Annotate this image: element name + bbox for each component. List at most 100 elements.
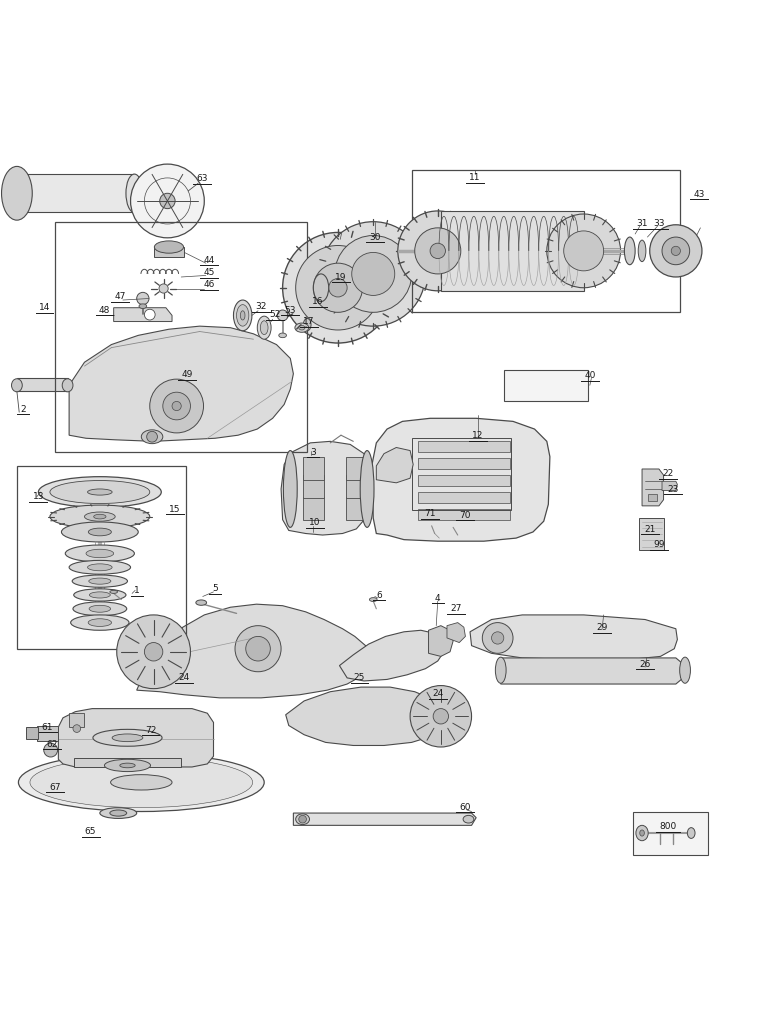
Ellipse shape: [638, 241, 646, 262]
Text: 3: 3: [310, 447, 316, 457]
Text: 46: 46: [204, 281, 214, 289]
Text: 25: 25: [354, 674, 365, 682]
Ellipse shape: [88, 564, 112, 570]
Polygon shape: [17, 174, 134, 213]
Polygon shape: [281, 441, 370, 535]
Bar: [633, 811, 708, 854]
Polygon shape: [346, 497, 367, 520]
Ellipse shape: [110, 590, 118, 593]
Text: 62: 62: [47, 739, 58, 749]
Text: 48: 48: [99, 305, 110, 314]
Text: 65: 65: [85, 827, 96, 836]
Circle shape: [415, 228, 461, 273]
Ellipse shape: [640, 829, 644, 836]
Text: 52: 52: [270, 310, 280, 319]
Ellipse shape: [62, 379, 73, 392]
Polygon shape: [17, 378, 68, 391]
Text: 26: 26: [640, 659, 650, 669]
Ellipse shape: [680, 657, 690, 683]
Ellipse shape: [93, 729, 162, 746]
Text: 30: 30: [369, 232, 380, 242]
Ellipse shape: [72, 575, 127, 588]
Text: 4: 4: [435, 594, 441, 602]
Polygon shape: [339, 631, 444, 681]
Ellipse shape: [624, 238, 635, 264]
Polygon shape: [501, 658, 685, 684]
Circle shape: [235, 626, 281, 672]
Ellipse shape: [154, 241, 184, 253]
Ellipse shape: [463, 815, 474, 823]
Ellipse shape: [369, 598, 377, 601]
Polygon shape: [114, 307, 172, 322]
Ellipse shape: [50, 480, 150, 504]
Polygon shape: [303, 457, 324, 479]
Ellipse shape: [295, 324, 309, 332]
Text: 70: 70: [460, 511, 471, 520]
Polygon shape: [154, 247, 184, 257]
Ellipse shape: [94, 514, 106, 519]
Ellipse shape: [299, 326, 305, 330]
Circle shape: [131, 164, 204, 238]
Ellipse shape: [89, 578, 111, 584]
Ellipse shape: [111, 774, 172, 791]
Ellipse shape: [141, 430, 163, 443]
Circle shape: [662, 238, 690, 264]
Text: 27: 27: [451, 604, 462, 613]
Circle shape: [299, 815, 306, 823]
Circle shape: [321, 221, 425, 326]
Circle shape: [650, 225, 702, 276]
Circle shape: [160, 194, 175, 209]
Ellipse shape: [8, 174, 25, 213]
Ellipse shape: [257, 316, 271, 339]
Circle shape: [137, 293, 149, 305]
Ellipse shape: [313, 273, 329, 301]
Polygon shape: [74, 758, 181, 767]
Text: 33: 33: [654, 219, 664, 228]
Text: 13: 13: [33, 493, 44, 502]
Text: 53: 53: [285, 305, 296, 314]
Text: 15: 15: [170, 505, 180, 514]
Ellipse shape: [61, 522, 138, 542]
Ellipse shape: [100, 808, 137, 818]
Text: 29: 29: [597, 623, 607, 632]
Ellipse shape: [2, 166, 32, 220]
Polygon shape: [429, 626, 453, 656]
Circle shape: [547, 214, 621, 288]
Circle shape: [482, 623, 513, 653]
Ellipse shape: [86, 549, 114, 558]
Ellipse shape: [88, 618, 111, 627]
Ellipse shape: [18, 754, 264, 811]
Bar: [418, 459, 510, 469]
Text: 40: 40: [584, 371, 595, 380]
Bar: [418, 475, 510, 485]
Circle shape: [73, 725, 81, 732]
Polygon shape: [447, 623, 465, 643]
Polygon shape: [441, 211, 584, 291]
Text: 61: 61: [42, 723, 53, 731]
Ellipse shape: [303, 318, 311, 331]
Text: 1: 1: [134, 586, 140, 595]
Text: 10: 10: [310, 518, 320, 527]
Ellipse shape: [260, 321, 268, 335]
Text: 49: 49: [182, 370, 193, 379]
Text: 63: 63: [197, 174, 207, 183]
Text: 800: 800: [660, 822, 677, 831]
Ellipse shape: [69, 560, 131, 574]
Text: 71: 71: [425, 509, 435, 518]
Ellipse shape: [360, 451, 374, 527]
Circle shape: [492, 632, 504, 644]
Circle shape: [144, 309, 155, 319]
Text: 6: 6: [376, 591, 382, 600]
Ellipse shape: [89, 605, 111, 612]
Text: 17: 17: [303, 317, 314, 326]
Text: 5: 5: [212, 585, 218, 594]
Text: 45: 45: [204, 268, 214, 276]
Polygon shape: [662, 481, 677, 490]
Polygon shape: [346, 475, 367, 498]
Ellipse shape: [104, 760, 151, 772]
Circle shape: [117, 614, 190, 688]
Ellipse shape: [196, 600, 207, 605]
Polygon shape: [303, 475, 324, 498]
Ellipse shape: [687, 827, 695, 839]
Ellipse shape: [303, 299, 311, 311]
